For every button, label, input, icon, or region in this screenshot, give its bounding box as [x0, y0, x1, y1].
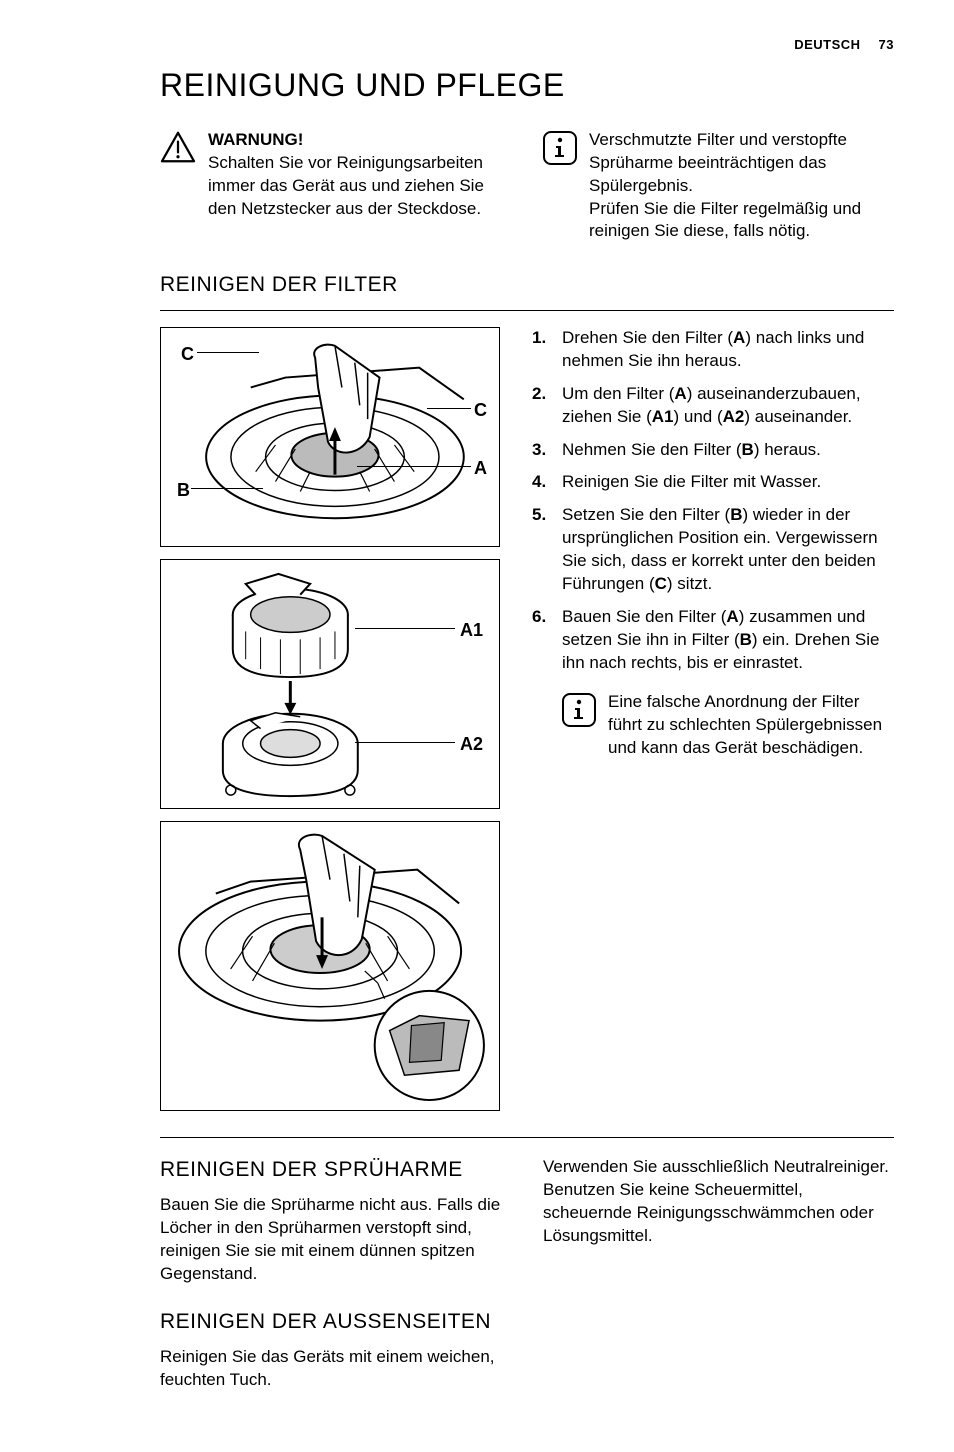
spray-heading: REINIGEN DER SPRÜHARME: [160, 1156, 511, 1184]
info-icon: [562, 693, 596, 727]
section-rule: [160, 310, 894, 311]
figure-2-svg: [161, 560, 499, 808]
fig1-label-a: A: [472, 456, 489, 480]
filter-steps: Drehen Sie den Filter (A) nach links und…: [532, 327, 894, 675]
fig1-label-c-right: C: [472, 398, 489, 422]
page-header: DEUTSCH 73: [60, 36, 894, 54]
warning-text: Schalten Sie vor Reinigungsarbeiten imme…: [208, 153, 484, 218]
fig2-label-a2: A2: [458, 732, 485, 756]
step-6: Bauen Sie den Filter (A) zusammen und se…: [532, 606, 894, 675]
figure-2: A1 A2: [160, 559, 500, 809]
step-5: Setzen Sie den Filter (B) wieder in der …: [532, 504, 894, 596]
filter-sub-info-text: Eine falsche Anordnung der Filter führt …: [608, 691, 894, 760]
figure-1-svg: [161, 328, 499, 546]
warning-heading: WARNUNG!: [208, 130, 303, 149]
exterior-text-right: Verwenden Sie ausschließlich Neutralrein…: [543, 1156, 894, 1248]
fig2-label-a1: A1: [458, 618, 485, 642]
step-3: Nehmen Sie den Filter (B) heraus.: [532, 439, 894, 462]
page-number: 73: [879, 36, 894, 54]
bottom-columns: REINIGEN DER SPRÜHARME Bauen Sie die Spr…: [60, 1156, 894, 1392]
exterior-heading: REINIGEN DER AUSSENSEITEN: [160, 1308, 511, 1336]
filter-heading: REINIGEN DER FILTER: [60, 271, 894, 299]
figure-1: C C A B: [160, 327, 500, 547]
exterior-text-left: Reinigen Sie das Geräts mit einem weiche…: [160, 1346, 511, 1392]
info-icon: [543, 131, 577, 165]
language-label: DEUTSCH: [794, 36, 860, 54]
intro-notes: WARNUNG! Schalten Sie vor Reinigungsarbe…: [60, 129, 894, 244]
spray-text: Bauen Sie die Sprüharme nicht aus. Falls…: [160, 1194, 511, 1286]
steps-column: Drehen Sie den Filter (A) nach links und…: [532, 327, 894, 1111]
fig1-label-b: B: [175, 478, 192, 502]
diagram-column: C C A B: [160, 327, 500, 1111]
step-4: Reinigen Sie die Filter mit Wasser.: [532, 471, 894, 494]
warning-note: WARNUNG! Schalten Sie vor Reinigungsarbe…: [160, 129, 511, 221]
filter-section: C C A B: [60, 327, 894, 1129]
step-1: Drehen Sie den Filter (A) nach links und…: [532, 327, 894, 373]
fig1-label-c-top: C: [179, 342, 196, 366]
step-2: Um den Filter (A) auseinanderzubauen, zi…: [532, 383, 894, 429]
section-rule-2: [160, 1137, 894, 1138]
figure-3-svg: [161, 822, 499, 1110]
warning-icon: [160, 131, 196, 163]
info-text-top: Verschmutzte Filter und verstopfte Sprüh…: [589, 129, 894, 244]
page-title: REINIGUNG UND PFLEGE: [60, 64, 894, 107]
warning-body: WARNUNG! Schalten Sie vor Reinigungsarbe…: [208, 129, 511, 221]
filter-sub-info: Eine falsche Anordnung der Filter führt …: [532, 691, 894, 760]
figure-3: [160, 821, 500, 1111]
info-note-top: Verschmutzte Filter und verstopfte Sprüh…: [543, 129, 894, 244]
